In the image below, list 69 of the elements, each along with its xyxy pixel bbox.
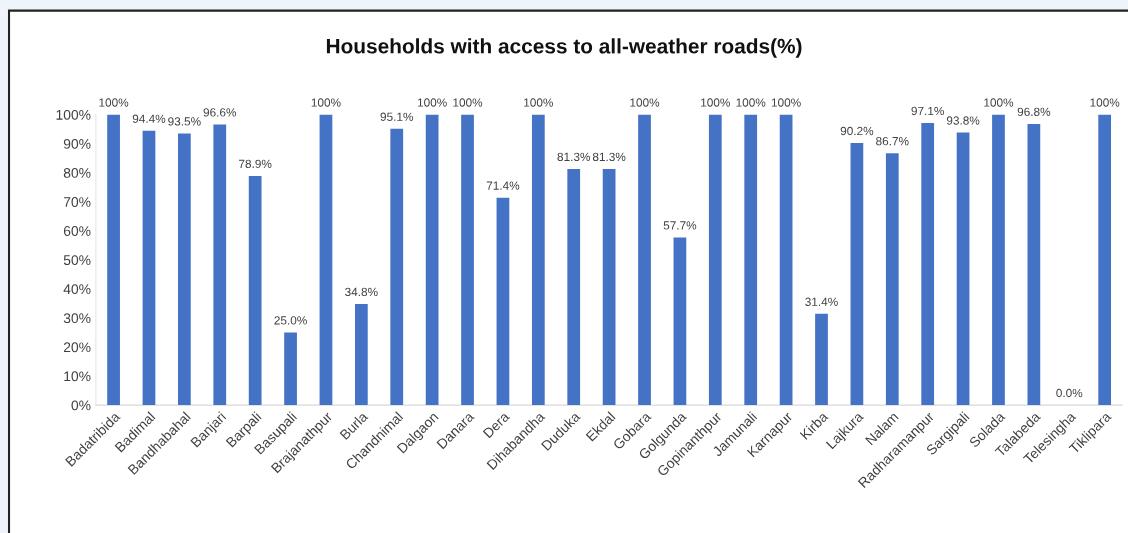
- bar: [142, 130, 156, 406]
- bar: [425, 114, 439, 406]
- bar: [1027, 123, 1041, 406]
- bar: [602, 168, 616, 406]
- data-label: 100%: [736, 98, 766, 107]
- data-label: 100%: [99, 98, 129, 107]
- bar: [461, 114, 474, 406]
- bar: [567, 168, 581, 406]
- data-label: 0.0%: [1056, 388, 1083, 398]
- y-tick-label: 20%: [63, 342, 91, 353]
- y-tick-label: 60%: [63, 226, 91, 236]
- data-label: 34.8%: [345, 287, 378, 297]
- data-label: 95.1%: [380, 112, 414, 121]
- data-label: 96.6%: [203, 108, 237, 117]
- bar: [213, 124, 227, 406]
- data-label: 25.0%: [274, 316, 307, 325]
- bar: [178, 133, 191, 406]
- data-label: 90.2%: [840, 126, 874, 136]
- data-label: 100%: [630, 98, 660, 107]
- bar: [390, 128, 404, 406]
- bar: [885, 153, 899, 406]
- data-label: 100%: [311, 98, 341, 107]
- bar: [744, 114, 758, 406]
- y-tick-label: 30%: [63, 313, 91, 324]
- data-label: 31.4%: [805, 297, 838, 306]
- bar: [921, 123, 935, 406]
- data-label: 71.4%: [486, 181, 520, 190]
- bar: [284, 332, 297, 406]
- data-label: 100%: [984, 98, 1014, 107]
- data-label: 81.3%: [557, 152, 591, 162]
- bar: [531, 114, 545, 406]
- data-label: 94.4%: [132, 114, 166, 123]
- data-label: 96.8%: [1017, 107, 1051, 116]
- data-label: 100%: [524, 98, 554, 107]
- bar: [1098, 114, 1112, 406]
- y-tick-label: 40%: [63, 284, 91, 295]
- bar: [779, 114, 793, 406]
- y-tick-label: 10%: [64, 371, 91, 382]
- bar: [248, 175, 262, 406]
- data-label: 93.8%: [946, 116, 980, 125]
- bar: [992, 114, 1005, 406]
- data-label: 57.7%: [663, 221, 697, 230]
- y-tick-label: 0%: [71, 400, 91, 411]
- bar: [708, 114, 722, 406]
- bar: [673, 237, 687, 406]
- data-label: 86.7%: [876, 136, 909, 146]
- y-tick-label: 70%: [63, 197, 91, 207]
- bar: [107, 114, 120, 406]
- data-label: 100%: [771, 98, 801, 107]
- bar: [496, 197, 510, 406]
- data-label: 81.3%: [592, 152, 626, 162]
- y-tick-label: 100%: [56, 109, 91, 120]
- y-tick-label: 50%: [63, 255, 91, 266]
- data-label: 93.5%: [168, 117, 201, 126]
- data-label: 100%: [453, 98, 483, 107]
- data-label: 97.1%: [911, 106, 944, 116]
- data-label: 100%: [1090, 98, 1120, 107]
- y-tick-label: 90%: [63, 138, 91, 149]
- data-label: 78.9%: [239, 159, 272, 168]
- bar: [815, 313, 828, 406]
- bar: [638, 114, 651, 406]
- bar: [956, 132, 970, 406]
- chart-title: Households with access to all-weather roads(%): [326, 38, 802, 58]
- data-label: 100%: [417, 98, 447, 107]
- bar: [319, 114, 333, 406]
- data-label: 100%: [701, 98, 730, 107]
- bar: [354, 303, 368, 406]
- y-tick-label: 80%: [63, 168, 91, 178]
- bar: [850, 143, 864, 406]
